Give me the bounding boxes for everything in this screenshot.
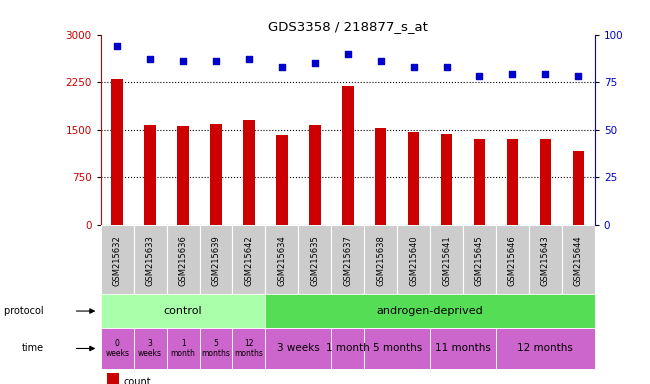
Text: GSM215643: GSM215643 [541,235,550,286]
Text: 12
months: 12 months [235,339,263,358]
Bar [134,225,166,294]
Point [507,71,517,78]
Bar [364,328,430,369]
Text: 1
month: 1 month [171,339,196,358]
Text: 11 months: 11 months [435,343,491,354]
Text: GSM215646: GSM215646 [508,235,517,286]
Text: time: time [22,343,44,354]
Point [309,60,320,66]
Bar [134,328,166,369]
Text: 5 months: 5 months [372,343,422,354]
Text: count: count [124,377,151,384]
Bar [265,328,332,369]
Bar [375,128,387,225]
Text: GSM215635: GSM215635 [310,235,319,286]
Bar [177,126,189,225]
Text: GSM215639: GSM215639 [211,235,220,286]
Bar [111,79,123,225]
Bar [200,328,233,369]
Point [211,58,221,64]
Text: GSM215641: GSM215641 [442,235,451,286]
Bar [332,225,364,294]
Bar [441,134,452,225]
Bar [200,225,233,294]
Text: GSM215632: GSM215632 [112,235,122,286]
Bar [430,328,496,369]
Bar [101,294,265,328]
Bar [463,225,496,294]
Bar [529,225,562,294]
Text: 1 month: 1 month [326,343,370,354]
Point [376,58,386,64]
Bar [166,328,200,369]
Text: GSM215642: GSM215642 [244,235,254,286]
Text: 0
weeks: 0 weeks [105,339,129,358]
Bar [408,132,419,225]
Bar [397,225,430,294]
Bar [309,125,320,225]
Text: GSM215637: GSM215637 [343,235,352,286]
Text: GSM215633: GSM215633 [146,235,155,286]
Bar [298,225,332,294]
Bar [540,139,551,225]
Text: 3
weeks: 3 weeks [138,339,162,358]
Text: GSM215640: GSM215640 [409,235,418,286]
Bar [265,294,595,328]
Text: growth protocol: growth protocol [0,306,44,316]
Point [408,64,419,70]
Bar [101,328,134,369]
Bar [107,373,119,384]
Text: 5
months: 5 months [202,339,231,358]
Text: androgen-deprived: androgen-deprived [377,306,484,316]
Text: GSM215636: GSM215636 [179,235,188,286]
Bar [474,139,486,225]
Bar [233,225,265,294]
Bar [496,225,529,294]
Point [112,43,122,49]
Bar [210,124,222,225]
Text: GSM215638: GSM215638 [376,235,385,286]
Bar [364,225,397,294]
Point [145,56,155,62]
Bar [562,225,595,294]
Point [573,73,584,79]
Bar [342,86,354,225]
Point [178,58,188,64]
Bar [506,139,518,225]
Text: control: control [164,306,202,316]
Bar [265,225,298,294]
Point [244,56,254,62]
Bar [573,151,584,225]
Bar [496,328,595,369]
Bar [233,328,265,369]
Bar [101,225,134,294]
Point [540,71,551,78]
Bar [144,124,156,225]
Point [441,64,452,70]
Bar [166,225,200,294]
Bar [430,225,463,294]
Point [343,51,353,57]
Text: GSM215645: GSM215645 [475,235,484,286]
Bar [276,135,288,225]
Text: 3 weeks: 3 weeks [277,343,320,354]
Text: GSM215634: GSM215634 [278,235,287,286]
Point [474,73,485,79]
Title: GDS3358 / 218877_s_at: GDS3358 / 218877_s_at [268,20,428,33]
Bar [243,120,255,225]
Point [277,64,287,70]
Bar [332,328,364,369]
Text: GSM215644: GSM215644 [574,235,583,286]
Text: 12 months: 12 months [517,343,573,354]
